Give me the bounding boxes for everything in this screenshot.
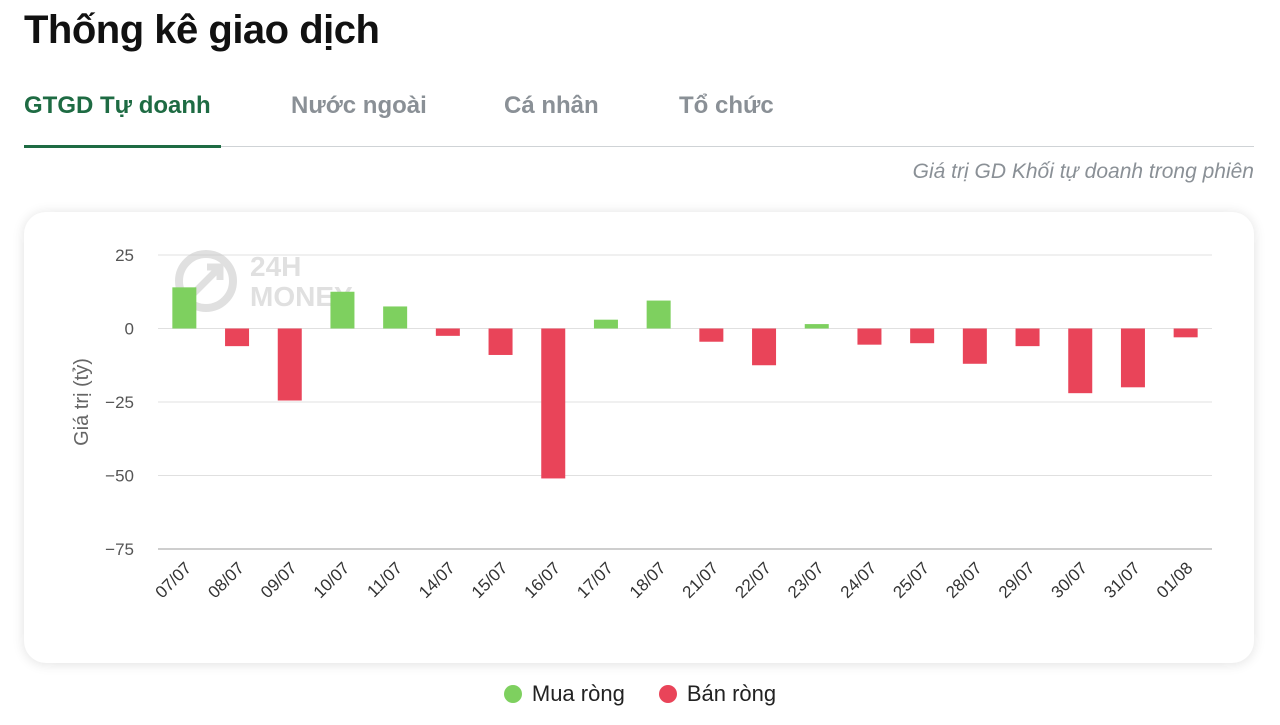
legend-item-ban-rong[interactable]: Bán ròng [658,681,777,707]
bar-08-07[interactable] [225,328,250,347]
tab-bar: GTGD Tự doanh Nước ngoài Cá nhân Tổ chức [24,80,1254,148]
x-tick-label: 21/07 [679,558,723,602]
x-tick-label: 09/07 [257,558,301,602]
bar-10-07[interactable] [330,291,355,329]
y-axis-label: Giá trị (tỷ) [71,358,93,446]
bar-15-07[interactable] [488,328,513,355]
bar-11-07[interactable] [383,306,408,329]
bar-09-07[interactable] [277,328,302,401]
y-tick-label: −50 [105,467,134,486]
y-tick-label: 0 [125,320,134,339]
x-tick-label: 22/07 [731,558,775,602]
bar-30-07[interactable] [1068,328,1093,394]
legend-label-ban-rong: Bán ròng [686,681,777,706]
bar-22-07[interactable] [752,328,777,366]
bar-14-07[interactable] [435,328,460,336]
x-tick-label: 31/07 [1100,558,1144,602]
x-tick-label: 24/07 [837,558,881,602]
chart-subtitle: Giá trị GD Khối tự doanh trong phiên [912,160,1254,183]
chart-legend: Mua ròng Bán ròng [0,676,1280,712]
watermark-logo: 24H MONEY [175,250,353,312]
tab-ca-nhan[interactable]: Cá nhân [504,92,599,119]
legend-dot-red-icon [658,685,677,703]
x-tick-label: 11/07 [363,558,406,601]
x-tick-label: 23/07 [784,558,828,602]
bar-23-07[interactable] [804,324,829,329]
x-tick-label: 15/07 [468,558,512,602]
x-tick-label: 14/07 [415,558,459,602]
bar-31-07[interactable] [1120,328,1145,388]
x-tick-label: 01/08 [1153,558,1197,602]
bar-28-07[interactable] [962,328,987,364]
y-tick-label: −75 [105,540,134,559]
x-tick-label: 07/07 [152,558,196,602]
x-tick-label: 18/07 [626,558,670,602]
bar-01-08[interactable] [1173,328,1198,338]
tab-nuoc-ngoai[interactable]: Nước ngoài [291,92,427,119]
bar-07-07[interactable] [172,287,197,329]
bar-29-07[interactable] [1015,328,1040,347]
x-tick-label: 28/07 [942,558,986,602]
x-tick-label: 30/07 [1048,558,1092,602]
y-tick-label: 25 [115,246,134,265]
legend-item-mua-rong[interactable]: Mua ròng [503,681,625,707]
x-tick-label: 25/07 [889,558,933,602]
tab-tu-doanh[interactable]: GTGD Tự doanh [24,92,211,119]
x-tick-label: 17/07 [573,558,617,602]
active-tab-indicator [24,145,221,148]
x-tick-label: 29/07 [995,558,1039,602]
x-tick-label: 16/07 [521,558,565,602]
watermark-text-top: 24H [250,251,301,282]
bar-25-07[interactable] [910,328,935,344]
y-tick-label: −25 [105,393,134,412]
bar-chart: 24H MONEY 25 0 −25 −50 −75 07/07 08/07 09/07 10… [71,246,1212,602]
x-tick-label: 08/07 [204,558,248,602]
legend-dot-green-icon [503,685,522,703]
bar-17-07[interactable] [593,319,618,329]
bar-21-07[interactable] [699,328,724,342]
x-tick-label: 10/07 [310,558,354,602]
watermark-circle-icon [175,250,237,312]
watermark-arrow-icon [189,263,224,298]
bar-16-07[interactable] [541,328,566,479]
bar-18-07[interactable] [646,300,671,329]
chart-card: 24H MONEY 25 0 −25 −50 −75 07/07 08/07 09/07 10… [24,212,1254,663]
bar-24-07[interactable] [857,328,882,345]
tab-to-chuc[interactable]: Tổ chức [679,92,774,119]
legend-label-mua-rong: Mua ròng [531,681,625,706]
page-title: Thống kê giao dịch [24,8,380,52]
